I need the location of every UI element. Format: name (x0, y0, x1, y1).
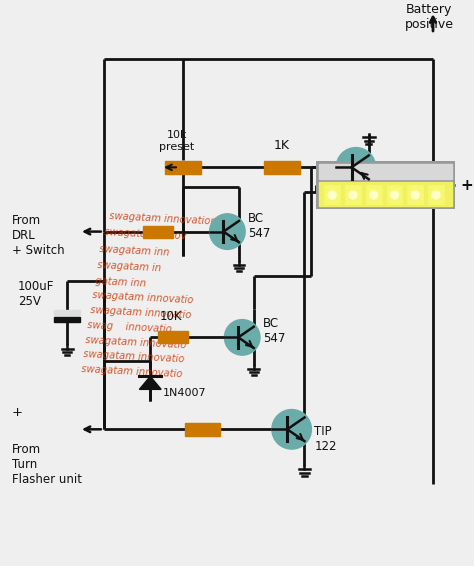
Text: BC
547: BC 547 (263, 318, 285, 345)
Text: From
Turn
Flasher unit: From Turn Flasher unit (12, 443, 82, 486)
Text: 1N4007: 1N4007 (163, 388, 207, 398)
Circle shape (272, 410, 311, 449)
Circle shape (391, 191, 399, 199)
Text: BC
547: BC 547 (248, 212, 271, 239)
Bar (324, 185, 340, 204)
Bar (185, 423, 220, 436)
Bar (55, 310, 80, 315)
Bar (319, 182, 452, 206)
Text: swagatam in: swagatam in (97, 260, 161, 273)
Polygon shape (139, 376, 161, 389)
Bar (143, 226, 173, 238)
Text: swagatam innovatio: swagatam innovatio (90, 305, 191, 320)
Text: 10K: 10K (160, 310, 182, 323)
Text: 100uF
25V: 100uF 25V (18, 280, 54, 308)
Text: swagatam inn: swagatam inn (99, 243, 170, 257)
Text: Battery
positive: Battery positive (404, 3, 454, 31)
Bar (319, 164, 452, 179)
Bar (55, 316, 80, 321)
Circle shape (336, 148, 376, 187)
Bar (264, 161, 300, 174)
Bar (316, 161, 455, 209)
Bar (345, 185, 361, 204)
Circle shape (411, 191, 419, 199)
Bar (165, 161, 201, 174)
Bar (428, 185, 444, 204)
Text: From
DRL
+ Switch: From DRL + Switch (12, 214, 64, 257)
Text: TIP
127: TIP 127 (379, 161, 401, 189)
Text: swagatam innovatio: swagatam innovatio (85, 335, 187, 350)
Text: 1K: 1K (274, 139, 290, 152)
Text: gatam inn: gatam inn (95, 276, 146, 288)
Circle shape (210, 214, 245, 250)
Text: swagatam innovatio: swagatam innovatio (83, 349, 185, 365)
Circle shape (370, 191, 378, 199)
Circle shape (224, 320, 260, 355)
Bar (407, 185, 423, 204)
Text: swagatam innov: swagatam innov (104, 228, 187, 242)
Text: swagatam innovatio: swagatam innovatio (92, 290, 193, 306)
Text: swag    innovatio: swag innovatio (87, 320, 172, 335)
Text: 10k
preset: 10k preset (159, 130, 195, 152)
Bar (366, 185, 382, 204)
Text: swagatam innovatio: swagatam innovatio (81, 365, 182, 380)
Text: +: + (461, 178, 474, 192)
Circle shape (349, 191, 357, 199)
Circle shape (328, 191, 336, 199)
Circle shape (432, 191, 440, 199)
Bar (386, 185, 402, 204)
Text: swagatam innovations: swagatam innovations (109, 211, 222, 227)
Bar (158, 332, 188, 344)
Text: +: + (12, 406, 23, 419)
Text: TIP
122: TIP 122 (314, 425, 337, 453)
